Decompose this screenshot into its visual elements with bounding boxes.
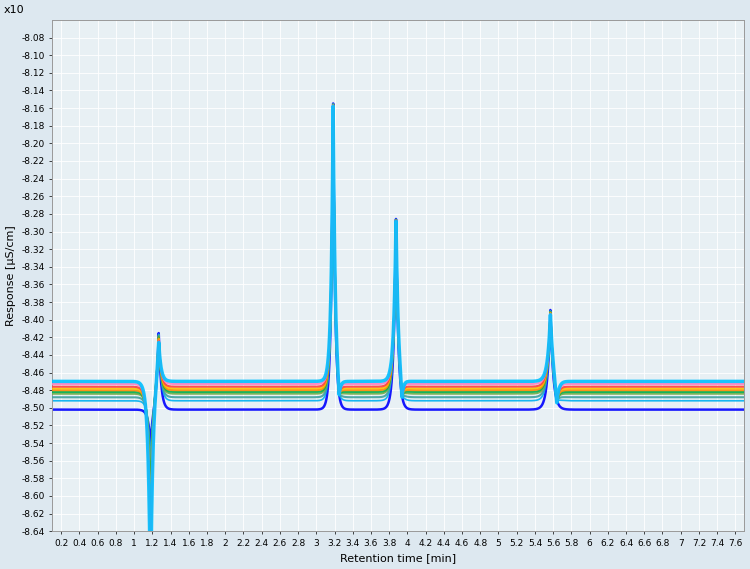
Y-axis label: Response [μS/cm]: Response [μS/cm] [5,225,16,326]
X-axis label: Retention time [min]: Retention time [min] [340,554,456,563]
Text: x10: x10 [4,5,24,15]
